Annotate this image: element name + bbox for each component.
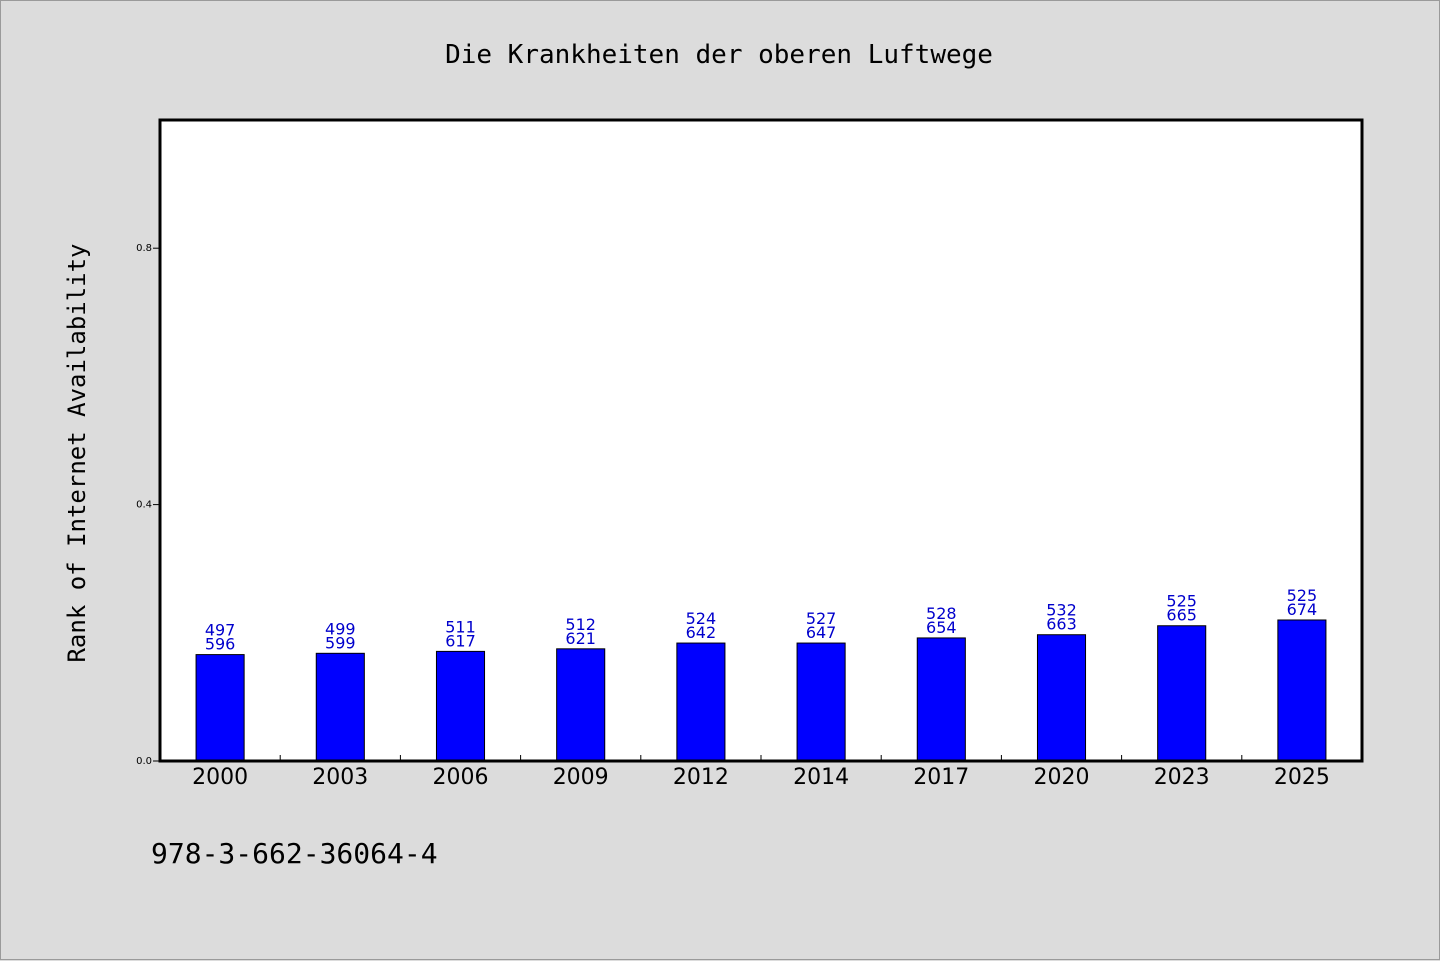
data-label-top: 511 bbox=[445, 617, 476, 636]
data-label-top: 532 bbox=[1046, 601, 1077, 620]
data-label-top: 525 bbox=[1166, 592, 1197, 611]
data-label-bottom: 665 bbox=[1166, 606, 1197, 625]
bar bbox=[315, 652, 365, 762]
y-axis-label: Rank of Internet Availability bbox=[63, 243, 91, 662]
bar bbox=[195, 654, 245, 762]
x-tick-label: 2025 bbox=[1274, 765, 1330, 790]
plot-border bbox=[158, 118, 1364, 763]
y-tick-label: 0.4 bbox=[136, 500, 152, 511]
x-tick-label: 2000 bbox=[192, 765, 248, 790]
data-labels: 4975964995995116175126215246425276475286… bbox=[205, 586, 1317, 654]
x-tick-label: 2009 bbox=[553, 765, 609, 790]
data-label-bottom: 596 bbox=[205, 635, 236, 654]
bar bbox=[435, 650, 486, 762]
bar bbox=[1157, 625, 1207, 762]
data-label-bottom: 663 bbox=[1046, 615, 1077, 634]
y-tick-label: 0.8 bbox=[136, 243, 152, 254]
x-tick-label: 2012 bbox=[673, 765, 729, 790]
bars bbox=[195, 619, 1327, 762]
data-label-top: 499 bbox=[325, 619, 356, 638]
data-label-top: 497 bbox=[205, 621, 236, 640]
bar bbox=[1277, 619, 1327, 762]
data-label-bottom: 654 bbox=[926, 618, 957, 637]
bar bbox=[556, 648, 606, 762]
data-label-top: 527 bbox=[806, 609, 837, 628]
data-label-bottom: 621 bbox=[565, 629, 596, 648]
x-tick-label: 2023 bbox=[1154, 765, 1210, 790]
data-label-top: 512 bbox=[565, 615, 596, 634]
chart-title: Die Krankheiten der oberen Luftwege bbox=[445, 40, 993, 70]
data-label-bottom: 599 bbox=[325, 633, 356, 652]
data-label-top: 524 bbox=[686, 609, 717, 628]
bar bbox=[676, 642, 726, 762]
y-axis-ticks: 0.0 0.4 0.8 bbox=[136, 243, 160, 767]
data-label-bottom: 674 bbox=[1287, 600, 1318, 619]
data-label-top: 525 bbox=[1287, 586, 1318, 605]
bar bbox=[796, 642, 846, 762]
x-axis-ticks: 2000 2003 2006 2009 2012 2014 2017 2020 2023 2025 bbox=[192, 755, 1330, 790]
footer-isbn: 978-3-662-36064-4 bbox=[151, 837, 438, 870]
data-label-bottom: 647 bbox=[806, 623, 837, 642]
x-tick-label: 2003 bbox=[312, 765, 368, 790]
bar bbox=[916, 637, 966, 762]
x-tick-label: 2020 bbox=[1034, 765, 1090, 790]
data-label-bottom: 617 bbox=[445, 631, 476, 650]
x-tick-label: 2006 bbox=[433, 765, 489, 790]
bar bbox=[1036, 634, 1087, 762]
x-tick-label: 2017 bbox=[913, 765, 969, 790]
y-tick-label: 0.0 bbox=[136, 756, 152, 767]
data-label-bottom: 642 bbox=[686, 623, 717, 642]
x-tick-label: 2014 bbox=[793, 765, 849, 790]
data-label-top: 528 bbox=[926, 604, 957, 623]
